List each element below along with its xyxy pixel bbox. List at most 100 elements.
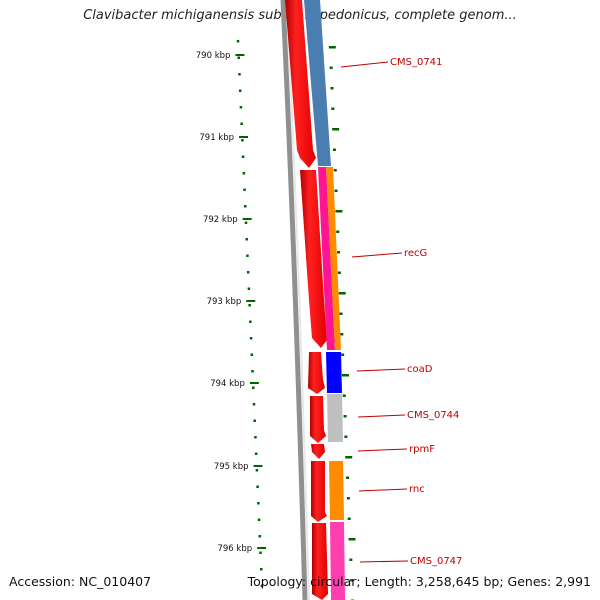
outer-tick — [339, 312, 343, 315]
ruler-dot — [259, 568, 263, 571]
outer-tick — [338, 292, 346, 295]
accession-text: Accession: NC_010407 — [9, 574, 152, 589]
ruler-dot — [237, 56, 240, 59]
gene-label[interactable]: CMS_0747 — [410, 556, 462, 567]
cog-block-grey[interactable] — [327, 394, 343, 442]
outer-tick — [343, 415, 347, 418]
tick-label: 795 kbp — [214, 462, 249, 472]
outer-tick — [332, 128, 340, 131]
outer-tick — [345, 456, 353, 459]
ruler-dot — [256, 485, 259, 488]
gene-leader-line — [357, 414, 406, 418]
ruler-dot — [252, 403, 256, 406]
ruler-dot — [259, 551, 262, 554]
outer-tick — [348, 538, 356, 541]
outer-tick — [344, 435, 348, 438]
gene-label[interactable]: CMS_0744 — [407, 410, 459, 421]
outer-tick — [333, 169, 337, 172]
gene-label[interactable]: recG — [404, 248, 427, 259]
ruler-dot — [248, 304, 251, 307]
cds-block[interactable] — [308, 352, 325, 394]
ruler-dot — [242, 172, 246, 175]
cds-block[interactable] — [312, 523, 328, 600]
outer-tick — [337, 251, 341, 254]
ruler-dot — [243, 188, 246, 191]
outer-tick — [341, 374, 349, 377]
ruler-dot — [245, 238, 248, 241]
tick-label: 791 kbp — [199, 133, 234, 143]
gene-label[interactable]: CMS_0741 — [390, 57, 442, 68]
outer-tick — [334, 189, 338, 192]
gene-leader-line — [357, 448, 408, 452]
ruler-dot — [249, 337, 253, 340]
ruler-dot — [257, 502, 260, 505]
outer-tick — [342, 394, 346, 397]
ruler-dot — [249, 320, 252, 323]
ruler-dot — [241, 155, 245, 158]
outer-tick — [340, 333, 344, 336]
ruler-dot — [252, 386, 255, 389]
gene-label[interactable]: coaD — [407, 364, 433, 375]
cds-block[interactable] — [311, 461, 327, 522]
ruler-dot — [236, 40, 240, 43]
outer-tick — [336, 230, 340, 233]
ruler-dot — [247, 287, 251, 290]
gene-labels: CMS_0741 recG coaD CMS_0744 rpmF rnc CMS_0747 — [340, 57, 462, 567]
cds-block[interactable] — [285, 0, 316, 168]
ruler-dot — [239, 106, 243, 109]
ruler-dot — [246, 254, 249, 257]
cog-block-darkblue[interactable] — [326, 352, 342, 393]
ruler-dot — [244, 221, 248, 224]
ruler-dot — [254, 436, 257, 439]
outer-tick — [346, 476, 350, 479]
gene-leader-line — [358, 488, 408, 492]
ruler-dot — [238, 73, 241, 76]
outer-tick — [346, 497, 350, 500]
gene-label[interactable]: rpmF — [409, 444, 435, 455]
ruler-dot — [257, 518, 261, 521]
ruler-dot — [253, 419, 256, 422]
gene-leader-line — [340, 61, 389, 68]
gene-leader-line — [356, 368, 406, 372]
ruler-dot — [254, 452, 258, 455]
outer-tick — [329, 66, 333, 69]
tick-label: 792 kbp — [203, 215, 238, 225]
topology-text: Topology: circular; Length: 3,258,645 bp… — [247, 574, 591, 589]
cog-ring — [304, 0, 345, 600]
outer-tick — [350, 579, 354, 582]
outer-tick — [347, 517, 351, 520]
outer-tick — [332, 148, 336, 151]
ruler-dot — [241, 139, 244, 142]
cog-block-blue[interactable] — [304, 0, 331, 166]
gene-leader-line — [351, 252, 403, 258]
outer-tick — [335, 210, 343, 213]
gene-label[interactable]: rnc — [409, 484, 425, 495]
gene-leader-line — [359, 560, 409, 563]
cog-block-orange[interactable] — [329, 461, 344, 520]
cds-block[interactable] — [311, 444, 325, 459]
tick-label: 796 kbp — [217, 544, 252, 554]
outer-tick — [331, 107, 335, 110]
ruler-dot — [260, 584, 264, 587]
ruler-dot — [258, 535, 262, 538]
outer-tick — [349, 558, 353, 561]
outer-tick — [330, 87, 334, 90]
cds-block[interactable] — [310, 396, 326, 443]
ruler-dot — [251, 370, 254, 373]
outer-tick — [341, 353, 345, 356]
tick-label: 794 kbp — [210, 379, 245, 389]
ruler-dot — [250, 353, 254, 356]
cog-block-pink[interactable] — [330, 522, 345, 600]
tick-ruler: 790 kbp 791 kbp 792 kbp 793 kbp 794 kbp 795 k… — [196, 40, 356, 600]
cog-block-magenta[interactable] — [318, 167, 335, 350]
ruler-dot — [246, 271, 250, 274]
ruler-dot — [240, 122, 243, 125]
outer-tick — [328, 46, 336, 49]
cds-block[interactable] — [300, 170, 327, 348]
outer-tick — [337, 271, 341, 274]
tick-label: 790 kbp — [196, 51, 231, 61]
backbone-ring — [280, 0, 310, 600]
cog-block-orange[interactable] — [326, 167, 341, 350]
